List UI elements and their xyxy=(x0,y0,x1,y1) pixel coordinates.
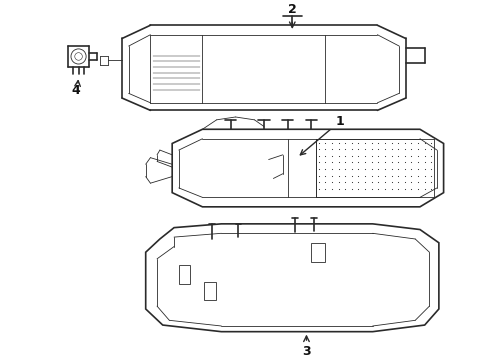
Text: 3: 3 xyxy=(302,345,311,358)
Text: 1: 1 xyxy=(300,115,344,155)
Bar xyxy=(311,243,325,262)
Text: 2: 2 xyxy=(288,3,296,16)
Bar xyxy=(204,283,216,300)
Bar xyxy=(179,265,190,284)
Text: 4: 4 xyxy=(72,84,80,97)
